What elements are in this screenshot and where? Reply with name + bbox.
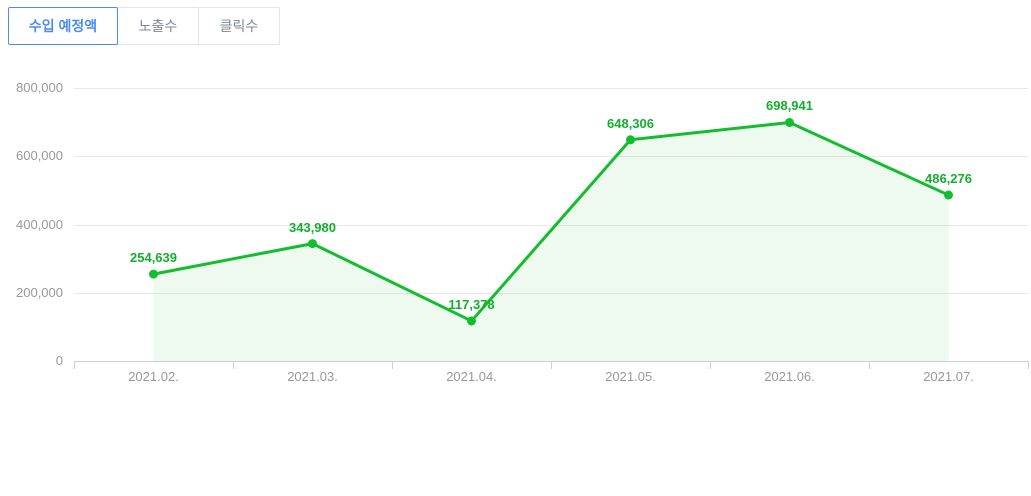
x-axis-tick bbox=[1028, 361, 1029, 369]
data-point-marker[interactable] bbox=[467, 316, 476, 326]
chart-tabs: 수입 예정액 노출수 클릭수 bbox=[8, 7, 280, 45]
x-axis-tick bbox=[74, 361, 75, 369]
gridline bbox=[74, 292, 1028, 294]
y-axis-tick-label: 0 bbox=[55, 353, 63, 368]
x-axis-tick-label: 2021.06. bbox=[764, 369, 815, 384]
gridline bbox=[74, 156, 1028, 158]
x-axis-tick-label: 2021.02. bbox=[128, 369, 179, 384]
data-point-label: 117,378 bbox=[448, 296, 495, 312]
data-point-label: 698,941 bbox=[766, 98, 813, 114]
y-axis-tick-label: 600,000 bbox=[16, 148, 63, 164]
data-point-marker[interactable] bbox=[308, 239, 317, 249]
data-point-label: 486,276 bbox=[925, 171, 972, 187]
gridline bbox=[74, 224, 1028, 226]
data-point-label: 254,639 bbox=[130, 250, 177, 266]
data-point-label: 648,306 bbox=[607, 115, 654, 131]
area-fill bbox=[153, 122, 949, 361]
x-axis-tick bbox=[551, 361, 552, 369]
data-point-marker[interactable] bbox=[785, 117, 794, 127]
data-point-marker[interactable] bbox=[944, 190, 953, 200]
data-point-marker[interactable] bbox=[626, 135, 635, 145]
data-point-label: 343,980 bbox=[289, 219, 336, 235]
x-axis-tick-label: 2021.07. bbox=[923, 369, 974, 384]
tab-expected-income[interactable]: 수입 예정액 bbox=[8, 7, 118, 45]
y-axis-tick-label: 200,000 bbox=[16, 284, 63, 300]
data-point-marker[interactable] bbox=[149, 269, 158, 279]
x-axis-tick bbox=[710, 361, 711, 369]
x-axis-tick-label: 2021.03. bbox=[287, 369, 338, 384]
y-axis-tick-label: 400,000 bbox=[16, 216, 63, 232]
x-axis-tick bbox=[869, 361, 870, 369]
x-axis-tick-label: 2021.04. bbox=[446, 369, 497, 384]
x-axis-tick-label: 2021.05. bbox=[605, 369, 656, 384]
x-axis-tick bbox=[392, 361, 393, 369]
series-line bbox=[152, 120, 950, 323]
tab-clicks[interactable]: 클릭수 bbox=[198, 7, 280, 45]
x-axis-tick bbox=[233, 361, 234, 369]
gridline bbox=[74, 88, 1028, 89]
y-axis-tick-label: 800,000 bbox=[16, 80, 63, 95]
